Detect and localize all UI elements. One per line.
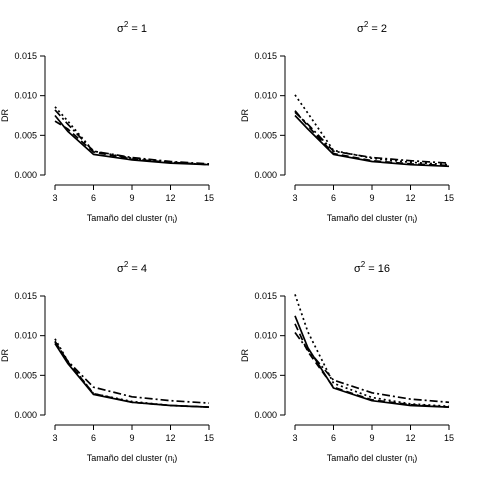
panel-title-rest: = 16 bbox=[365, 263, 390, 275]
series-line-dotted bbox=[294, 94, 450, 166]
series-line-solid bbox=[54, 114, 210, 166]
x-tick-label: 12 bbox=[405, 193, 415, 203]
y-axis-label: DR bbox=[0, 109, 10, 122]
x-axis-label-end: ) bbox=[174, 213, 177, 223]
x-axis-label-end: ) bbox=[414, 453, 417, 463]
x-tick-label: 9 bbox=[369, 193, 374, 203]
panel-title-sup: 2 bbox=[364, 20, 369, 29]
y-tick-label: 0.010 bbox=[14, 91, 37, 101]
x-axis-label-sub: i bbox=[173, 458, 175, 465]
y-tick-label: 0.005 bbox=[14, 130, 37, 140]
x-tick-label: 6 bbox=[91, 193, 96, 203]
panel-title: σ2 = 1 bbox=[117, 20, 147, 35]
panel-title: σ2 = 2 bbox=[357, 20, 387, 35]
y-tick-label: 0.010 bbox=[254, 91, 277, 101]
x-axis-label: Tamaño del cluster (ni) bbox=[87, 453, 178, 465]
x-tick-label: 9 bbox=[369, 433, 374, 443]
x-axis-label: Tamaño del cluster (ni) bbox=[327, 453, 418, 465]
x-tick-label: 15 bbox=[204, 433, 214, 443]
y-tick-label: 0.000 bbox=[14, 170, 37, 180]
panel-title: σ2 = 4 bbox=[117, 260, 147, 275]
panel-title-sup: 2 bbox=[361, 260, 366, 269]
series-line-dashed bbox=[54, 120, 210, 166]
y-tick-label: 0.005 bbox=[14, 370, 37, 380]
x-tick-label: 3 bbox=[292, 433, 297, 443]
panel-title-sup: 2 bbox=[124, 20, 129, 29]
x-axis-label-main: Tamaño del cluster (n bbox=[327, 453, 413, 463]
x-tick-label: 6 bbox=[331, 193, 336, 203]
panel-title-base: σ bbox=[354, 263, 361, 275]
x-axis-label-end: ) bbox=[414, 213, 417, 223]
x-tick-label: 3 bbox=[292, 193, 297, 203]
series-line-dotted bbox=[54, 106, 210, 166]
panel-title-sup: 2 bbox=[124, 260, 129, 269]
chart-panel-4: σ2 = 16 0.000 0.005 0.010 0.015 3 6 9 12 15 DR Tama… bbox=[240, 260, 454, 465]
series-line-dashdot bbox=[294, 331, 450, 404]
y-tick-label: 0.005 bbox=[254, 370, 277, 380]
panel-title: σ2 = 16 bbox=[354, 260, 390, 275]
y-tick-label: 0.000 bbox=[254, 410, 277, 420]
x-tick-label: 9 bbox=[129, 193, 134, 203]
chart-panel-1: σ2 = 1 0.000 0.005 0.010 0.015 3 6 9 12 15 DR Tamañ… bbox=[0, 20, 214, 225]
panel-title-base: σ bbox=[357, 23, 364, 35]
x-axis-label-end: ) bbox=[174, 453, 177, 463]
series-line-dashed bbox=[294, 323, 450, 408]
x-tick-label: 6 bbox=[91, 433, 96, 443]
series-line-dashdot bbox=[54, 341, 210, 404]
x-tick-label: 9 bbox=[129, 433, 134, 443]
panel-title-rest: = 2 bbox=[368, 23, 387, 35]
panel-title-base: σ bbox=[117, 23, 124, 35]
panel-title-base: σ bbox=[117, 263, 124, 275]
x-tick-label: 15 bbox=[444, 193, 454, 203]
chart-panel-3: σ2 = 4 0.000 0.005 0.010 0.015 3 6 9 12 15 DR Tamañ… bbox=[0, 260, 214, 465]
x-tick-label: 15 bbox=[444, 433, 454, 443]
y-axis-label: DR bbox=[240, 109, 250, 122]
x-tick-label: 6 bbox=[331, 433, 336, 443]
y-tick-label: 0.015 bbox=[254, 291, 277, 301]
x-axis-label-sub: i bbox=[413, 458, 415, 465]
series-line-dashed bbox=[294, 110, 450, 167]
y-tick-label: 0.005 bbox=[254, 130, 277, 140]
panel-title-rest: = 1 bbox=[128, 23, 147, 35]
series-line-dotted bbox=[294, 294, 450, 408]
x-tick-label: 12 bbox=[405, 433, 415, 443]
chart-panel-2: σ2 = 2 0.000 0.005 0.010 0.015 3 6 9 12 15 DR Tamañ… bbox=[240, 20, 454, 225]
series-line-dashdot bbox=[54, 109, 210, 165]
y-tick-label: 0.015 bbox=[14, 51, 37, 61]
x-axis-label-main: Tamaño del cluster (n bbox=[87, 453, 173, 463]
y-tick-label: 0.010 bbox=[14, 331, 37, 341]
x-tick-label: 15 bbox=[204, 193, 214, 203]
x-tick-label: 3 bbox=[52, 193, 57, 203]
y-tick-label: 0.015 bbox=[254, 51, 277, 61]
x-axis-label-sub: i bbox=[173, 218, 175, 225]
x-axis-label-sub: i bbox=[413, 218, 415, 225]
x-axis-label: Tamaño del cluster (ni) bbox=[327, 213, 418, 225]
y-tick-label: 0.010 bbox=[254, 331, 277, 341]
y-axis-label: DR bbox=[240, 349, 250, 362]
x-tick-label: 12 bbox=[165, 433, 175, 443]
x-axis-label-main: Tamaño del cluster (n bbox=[327, 213, 413, 223]
x-axis-label-main: Tamaño del cluster (n bbox=[87, 213, 173, 223]
x-axis-label: Tamaño del cluster (ni) bbox=[87, 213, 178, 225]
y-tick-label: 0.000 bbox=[254, 170, 277, 180]
panel-title-rest: = 4 bbox=[128, 263, 147, 275]
x-tick-label: 12 bbox=[165, 193, 175, 203]
x-tick-label: 3 bbox=[52, 433, 57, 443]
y-tick-label: 0.015 bbox=[14, 291, 37, 301]
y-axis-label: DR bbox=[0, 349, 10, 362]
y-tick-label: 0.000 bbox=[14, 410, 37, 420]
